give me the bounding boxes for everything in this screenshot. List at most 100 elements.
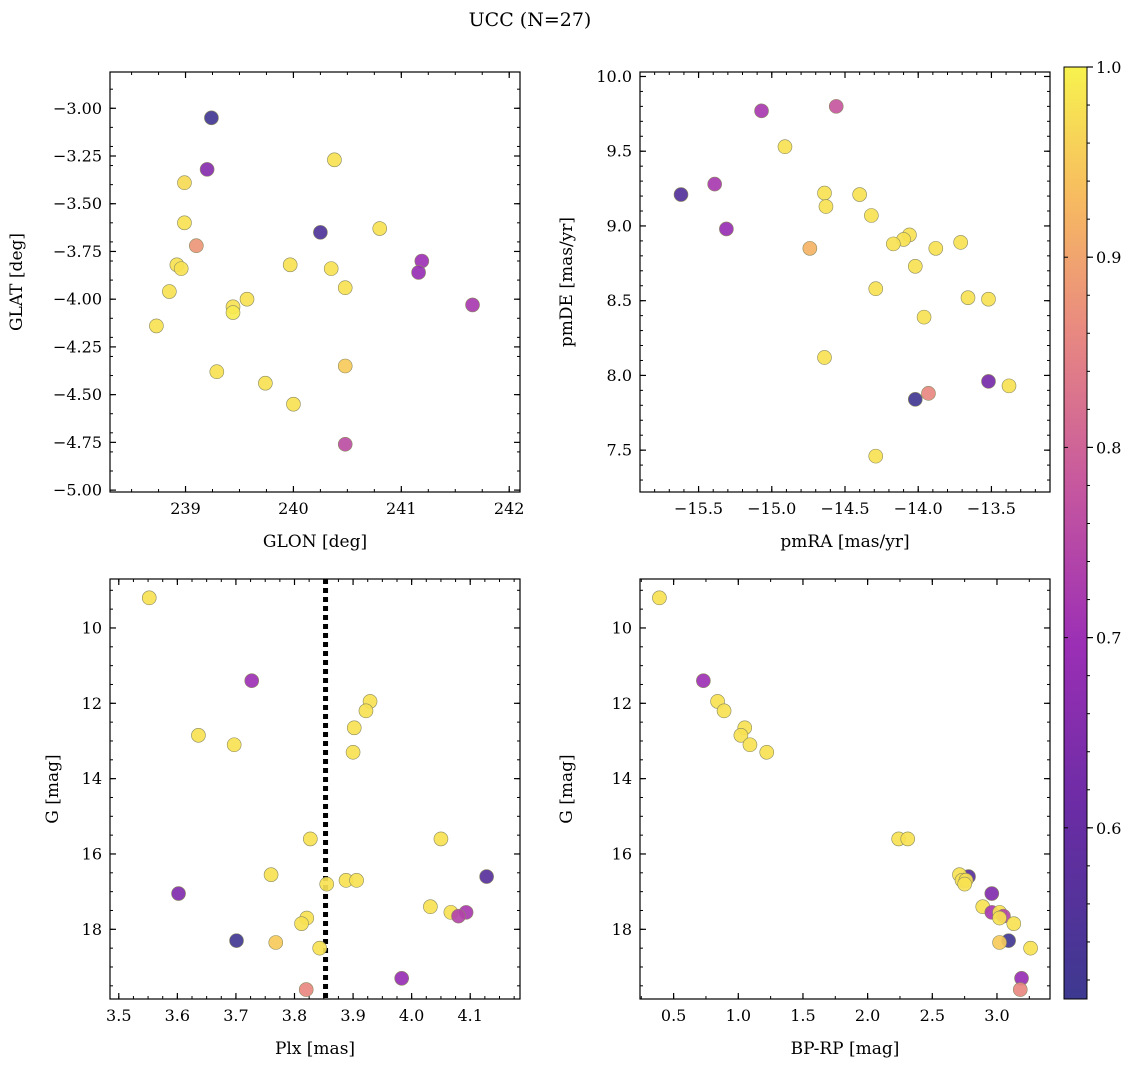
figure-title: UCC (N=27) — [469, 9, 592, 31]
x-tick-label: −14.5 — [820, 499, 869, 518]
data-point — [817, 350, 832, 365]
y-tick-label: 7.5 — [607, 441, 632, 460]
data-point — [345, 744, 361, 760]
data-point — [1006, 916, 1022, 931]
data-point — [226, 737, 242, 753]
data-point — [337, 358, 353, 374]
data-point — [204, 110, 219, 126]
y-tick-label: 12 — [82, 694, 102, 713]
data-point — [372, 221, 388, 236]
data-point — [868, 448, 884, 464]
data-point — [907, 259, 923, 274]
x-tick-label: −13.5 — [967, 499, 1016, 518]
data-point — [189, 238, 204, 254]
x-tick-label: −15.0 — [747, 499, 796, 518]
x-axis-label: BP-RP [mag] — [791, 1039, 900, 1059]
colorbar-tick-label: 1.0 — [1096, 58, 1121, 77]
y-tick-label: 14 — [82, 769, 102, 788]
data-point — [984, 886, 1000, 901]
y-tick-label: −3.75 — [53, 242, 102, 261]
x-tick-label: −15.5 — [674, 499, 723, 518]
y-tick-label: −4.25 — [53, 337, 102, 356]
x-tick-label: 3.7 — [223, 1006, 248, 1025]
y-axis-label: G [mag] — [43, 754, 63, 823]
x-tick-label: 4.1 — [457, 1006, 482, 1025]
y-tick-label: 18 — [612, 920, 632, 939]
y-axis-label: G [mag] — [557, 754, 577, 823]
x-tick-label: 3.5 — [106, 1006, 131, 1025]
data-point — [960, 290, 976, 305]
data-point — [263, 867, 279, 882]
y-tick-label: −3.50 — [53, 194, 102, 213]
data-point — [394, 970, 409, 986]
data-point — [323, 261, 339, 276]
colorbar-tick-label: 0.7 — [1096, 629, 1121, 648]
y-tick-label: 9.5 — [607, 142, 632, 161]
data-point — [818, 199, 834, 214]
x-tick-label: 3.9 — [340, 1006, 365, 1025]
data-point — [652, 590, 667, 606]
plot-frame — [109, 578, 521, 1000]
data-point — [239, 291, 255, 307]
y-tick-label: −4.00 — [53, 290, 102, 309]
y-tick-label: −3.25 — [53, 147, 102, 166]
data-point — [312, 940, 327, 956]
data-point — [423, 899, 438, 915]
data-point — [817, 185, 832, 201]
data-point — [313, 225, 328, 240]
y-axis-label: pmDE [mas/yr] — [557, 217, 577, 347]
panel-bprp-g: 0.5 1.0 1.5 2.0 2.5 3.0 10 12 14 16 18 BP-RP [mag] G… — [557, 578, 1051, 1059]
y-tick-label: 14 — [612, 769, 632, 788]
y-tick-label: 8.0 — [607, 366, 632, 385]
data-point — [298, 982, 314, 997]
data-point — [479, 869, 494, 884]
data-point — [199, 162, 215, 177]
data-point — [244, 673, 260, 689]
data-point — [177, 175, 192, 191]
y-tick-label: 10 — [612, 618, 632, 637]
y-tick-label: 9.0 — [607, 216, 632, 235]
data-point — [173, 261, 189, 276]
x-axis-label: pmRA [mas/yr] — [780, 532, 909, 552]
data-point — [294, 916, 309, 931]
data-point — [907, 392, 923, 407]
data-point — [953, 235, 968, 250]
x-axis-label: GLON [deg] — [263, 532, 367, 552]
data-point — [696, 673, 711, 689]
data-point — [1012, 982, 1028, 997]
data-point — [337, 280, 353, 296]
data-point — [411, 265, 426, 280]
data-point — [1023, 940, 1038, 956]
x-tick-label: 240 — [278, 499, 309, 518]
data-point — [707, 176, 722, 192]
y-tick-label: −5.00 — [53, 481, 102, 500]
data-point — [282, 257, 298, 273]
data-point — [346, 720, 362, 736]
data-point — [141, 590, 157, 606]
data-point — [802, 241, 818, 256]
panel-pmra-pmde: −15.5 −15.0 −14.5 −14.0 −13.5 7.5 8.0 8.5 9.0 9.5… — [557, 67, 1051, 552]
x-tick-label: 239 — [170, 499, 201, 518]
x-axis-label: Plx [mas] — [275, 1039, 355, 1059]
colorbar-tick-label: 0.6 — [1096, 819, 1121, 838]
data-point — [1001, 378, 1017, 394]
x-tick-label: 3.6 — [165, 1006, 190, 1025]
y-tick-label: 10 — [82, 618, 102, 637]
colorbar-tick-label: 0.9 — [1096, 248, 1121, 267]
data-point — [754, 103, 769, 119]
data-point — [451, 908, 466, 924]
data-point — [716, 703, 732, 719]
data-point — [900, 831, 916, 847]
plot-frame — [109, 71, 521, 493]
data-point — [229, 933, 244, 948]
data-point — [981, 291, 996, 307]
plot-frame — [639, 71, 1051, 493]
data-point — [358, 703, 374, 719]
y-tick-label: −3.00 — [53, 99, 102, 118]
data-point — [303, 831, 318, 847]
data-point — [719, 221, 734, 237]
data-point — [149, 318, 164, 334]
data-point — [916, 309, 932, 325]
data-point — [928, 241, 944, 256]
